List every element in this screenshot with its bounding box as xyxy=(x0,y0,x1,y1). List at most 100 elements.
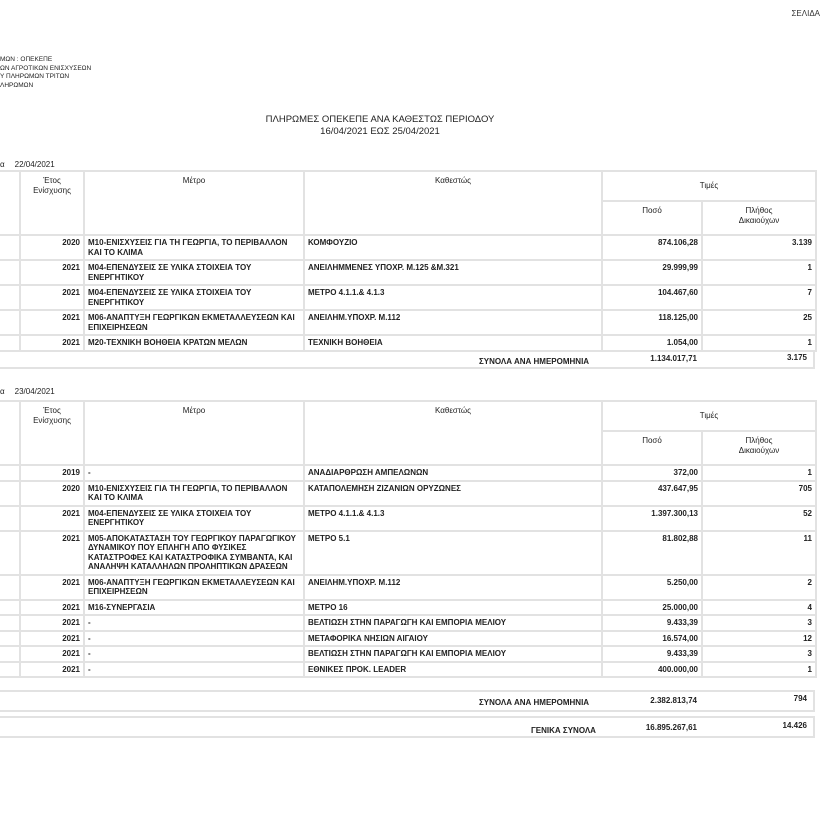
report-period: 16/04/2021 ΕΩΣ 25/04/2021 xyxy=(320,126,440,137)
amount-cell: 9.433,39 xyxy=(601,645,703,663)
blank-cell xyxy=(0,479,21,507)
blank-cell xyxy=(0,645,21,663)
amount-cell: 874.106,28 xyxy=(601,234,703,261)
beneficiaries-cell: 4 xyxy=(701,598,817,616)
kathestos-cell: ΑΝΑΔΙΑΡΘΡΩΣΗ ΑΜΠΕΛΩΝΩΝ xyxy=(303,464,603,482)
blank-cell xyxy=(0,598,21,616)
table-row: 2021 Μ06-ΑΝΑΠΤΥΞΗ ΓΕΩΡΓΙΚΩΝ ΕΚΜΕΤΑΛΛΕΥΣΕΩ… xyxy=(0,309,817,336)
kathestos-cell: ΚΟΜΦΟΥΖΙΟ xyxy=(303,234,603,261)
kathestos-cell: ΑΝΕΙΛΗΜΜΕΝΕΣ ΥΠΟΧΡ. Μ.125 &Μ.321 xyxy=(303,259,603,286)
table-row: 2021 Μ06-ΑΝΑΠΤΥΞΗ ΓΕΩΡΓΙΚΩΝ ΕΚΜΕΤΑΛΛΕΥΣΕΩ… xyxy=(0,573,817,601)
metro-cell: - xyxy=(83,629,305,647)
year-cell: 2021 xyxy=(19,259,85,286)
amount-cell: 437.647,95 xyxy=(601,479,703,507)
payments-table: Έτος Ενίσχυσης Μέτρο Καθεστώς Τιμές Ποσό Πλήθ… xyxy=(0,400,817,678)
beneficiaries-cell: 3 xyxy=(701,614,817,632)
kathestos-cell: ΒΕΛΤΙΩΣΗ ΣΤΗΝ ΠΑΡΑΓΩΓΗ ΚΑΙ ΕΜΠΟΡΙΑ ΜΕΛΙΟ… xyxy=(303,614,603,632)
org-line: Υ ΠΛΗΡΩΜΩΝ ΤΡΙΤΩΝ xyxy=(0,73,70,81)
year-cell: 2021 xyxy=(19,309,85,336)
kathestos-cell: ΜΕΤΡΟ 5.1 xyxy=(303,529,603,576)
beneficiaries-cell: 11 xyxy=(701,529,817,576)
date-value: 23/04/2021 xyxy=(14,387,55,396)
beneficiaries-cell: 1 xyxy=(701,464,817,482)
amount-cell: 9.433,39 xyxy=(601,614,703,632)
beneficiaries-cell: 1 xyxy=(701,334,817,352)
beneficiaries-cell: 25 xyxy=(701,309,817,336)
metro-cell: Μ04-ΕΠΕΝΔΥΣΕΙΣ ΣΕ ΥΛΙΚΑ ΣΤΟΙΧΕΙΑ ΤΟΥ ΕΝΕ… xyxy=(83,504,305,532)
organization-header: ΜΩΝ : ΟΠΕΚΕΠΕ ΩΝ ΑΓΡΟΤΙΚΩΝ ΕΝΙΣΧΥΣΕΩΝ Υ … xyxy=(0,56,91,90)
blank-cell xyxy=(0,660,21,678)
kathestos-cell: ΕΘΝΙΚΕΣ ΠΡΟΚ. LEADER xyxy=(303,660,603,678)
metro-cell: Μ06-ΑΝΑΠΤΥΞΗ ΓΕΩΡΓΙΚΩΝ ΕΚΜΕΤΑΛΛΕΥΣΕΩΝ ΚΑ… xyxy=(83,573,305,601)
table-row: 2019- ΑΝΑΔΙΑΡΘΡΩΣΗ ΑΜΠΕΛΩΝΩΝ 372,00 1 xyxy=(0,464,817,482)
beneficiaries-cell: 2 xyxy=(701,573,817,601)
kathestos-cell: ΑΝΕΙΛΗΜ.ΥΠΟΧΡ. Μ.112 xyxy=(303,309,603,336)
blank-cell xyxy=(0,234,21,261)
header-plithos: Πλήθος Δικαιούχων xyxy=(701,200,817,236)
date-label: α 23/04/2021 xyxy=(0,387,65,396)
amount-cell: 118.125,00 xyxy=(601,309,703,336)
kathestos-cell: ΜΕΤΡΟ 16 xyxy=(303,598,603,616)
blank-cell xyxy=(0,309,21,336)
year-cell: 2021 xyxy=(19,598,85,616)
blank-cell xyxy=(0,529,21,576)
header-plithos: Πλήθος Δικαιούχων xyxy=(701,430,817,466)
report-title: ΠΛΗΡΩΜΕΣ ΟΠΕΚΕΠΕ ΑΝΑ ΚΑΘΕΣΤΩΣ ΠΕΡΙΟΔΟΥ xyxy=(265,114,495,125)
date-total-beneficiaries: 3.175 xyxy=(786,353,807,362)
metro-cell: - xyxy=(83,660,305,678)
date-total-label: ΣΥΝΟΛΑ ΑΝΑ ΗΜΕΡΟΜΗΝΙΑ xyxy=(479,698,590,707)
table-row: 2021 Μ04-ΕΠΕΝΔΥΣΕΙΣ ΣΕ ΥΛΙΚΑ ΣΤΟΙΧΕΙΑ ΤΟΥ… xyxy=(0,504,817,532)
kathestos-cell: ΑΝΕΙΛΗΜ.ΥΠΟΧΡ. Μ.112 xyxy=(303,573,603,601)
amount-cell: 29.999,99 xyxy=(601,259,703,286)
metro-cell: Μ04-ΕΠΕΝΔΥΣΕΙΣ ΣΕ ΥΛΙΚΑ ΣΤΟΙΧΕΙΑ ΤΟΥ ΕΝΕ… xyxy=(83,284,305,311)
year-cell: 2021 xyxy=(19,529,85,576)
metro-cell: Μ05-ΑΠΟΚΑΤΑΣΤΑΣΗ ΤΟΥ ΓΕΩΡΓΙΚΟΥ ΠΑΡΑΓΩΓΙΚ… xyxy=(83,529,305,576)
table-row: 2021 Μ04-ΕΠΕΝΔΥΣΕΙΣ ΣΕ ΥΛΙΚΑ ΣΤΟΙΧΕΙΑ ΤΟΥ… xyxy=(0,259,817,286)
header-times: Τιμές xyxy=(601,170,817,202)
table-row: 2020 Μ10-ΕΝΙΣΧΥΣΕΙΣ ΓΙΑ ΤΗ ΓΕΩΡΓΙΑ, ΤΟ ΠΕ… xyxy=(0,479,817,507)
header-times: Τιμές xyxy=(601,400,817,432)
year-cell: 2021 xyxy=(19,504,85,532)
payments-table: Έτος Ενίσχυσης Μέτρο Καθεστώς Τιμές Ποσό Πλήθ… xyxy=(0,170,817,352)
beneficiaries-cell: 705 xyxy=(701,479,817,507)
blank-cell xyxy=(0,464,21,482)
kathestos-cell: ΚΑΤΑΠΟΛΕΜΗΣΗ ΖΙΖΑΝΙΩΝ ΟΡΥΖΩΝΕΣ xyxy=(303,479,603,507)
header-kathestos: Καθεστώς xyxy=(303,170,603,236)
date-total-row: ΣΥΝΟΛΑ ΑΝΑ ΗΜΕΡΟΜΗΝΙΑ 2.382.813,74 794 xyxy=(0,690,815,712)
date-total-amount: 2.382.813,74 xyxy=(650,696,697,705)
header-poso: Ποσό xyxy=(601,430,703,466)
beneficiaries-cell: 7 xyxy=(701,284,817,311)
header-year: Έτος Ενίσχυσης xyxy=(19,170,85,236)
year-cell: 2021 xyxy=(19,629,85,647)
year-cell: 2021 xyxy=(19,660,85,678)
date-value: 22/04/2021 xyxy=(14,160,55,169)
metro-cell: Μ20-ΤΕΧΝΙΚΗ ΒΟΗΘΕΙΑ ΚΡΑΤΩΝ ΜΕΛΩΝ xyxy=(83,334,305,352)
metro-cell: Μ10-ΕΝΙΣΧΥΣΕΙΣ ΓΙΑ ΤΗ ΓΕΩΡΓΙΑ, ΤΟ ΠΕΡΙΒΑ… xyxy=(83,479,305,507)
blank-cell xyxy=(0,334,21,352)
org-line: ΜΩΝ : ΟΠΕΚΕΠΕ xyxy=(0,56,53,63)
header-metro: Μέτρο xyxy=(83,170,305,236)
kathestos-cell: ΜΕΤΑΦΟΡΙΚΑ ΝΗΣΙΩΝ ΑΙΓΑΙΟΥ xyxy=(303,629,603,647)
year-cell: 2021 xyxy=(19,645,85,663)
grand-total-label: ΓΕΝΙΚΑ ΣΥΝΟΛΑ xyxy=(531,726,596,735)
blank-cell xyxy=(0,504,21,532)
amount-cell: 400.000,00 xyxy=(601,660,703,678)
metro-cell: - xyxy=(83,614,305,632)
amount-cell: 81.802,88 xyxy=(601,529,703,576)
beneficiaries-cell: 12 xyxy=(701,629,817,647)
header-blank xyxy=(0,170,21,236)
date-prefix: α xyxy=(0,387,5,396)
year-cell: 2021 xyxy=(19,573,85,601)
table-row: 2021 Μ20-ΤΕΧΝΙΚΗ ΒΟΗΘΕΙΑ ΚΡΑΤΩΝ ΜΕΛΩΝ ΤΕΧΝ… xyxy=(0,334,817,352)
year-cell: 2021 xyxy=(19,284,85,311)
metro-cell: Μ10-ΕΝΙΣΧΥΣΕΙΣ ΓΙΑ ΤΗ ΓΕΩΡΓΙΑ, ΤΟ ΠΕΡΙΒΑ… xyxy=(83,234,305,261)
kathestos-cell: ΜΕΤΡΟ 4.1.1.& 4.1.3 xyxy=(303,504,603,532)
table-row: 2021 Μ04-ΕΠΕΝΔΥΣΕΙΣ ΣΕ ΥΛΙΚΑ ΣΤΟΙΧΕΙΑ ΤΟΥ… xyxy=(0,284,817,311)
blank-cell xyxy=(0,629,21,647)
amount-cell: 372,00 xyxy=(601,464,703,482)
kathestos-cell: ΤΕΧΝΙΚΗ ΒΟΗΘΕΙΑ xyxy=(303,334,603,352)
blank-cell xyxy=(0,284,21,311)
amount-cell: 1.054,00 xyxy=(601,334,703,352)
metro-cell: Μ04-ΕΠΕΝΔΥΣΕΙΣ ΣΕ ΥΛΙΚΑ ΣΤΟΙΧΕΙΑ ΤΟΥ ΕΝΕ… xyxy=(83,259,305,286)
date-total-label: ΣΥΝΟΛΑ ΑΝΑ ΗΜΕΡΟΜΗΝΙΑ xyxy=(479,357,590,366)
